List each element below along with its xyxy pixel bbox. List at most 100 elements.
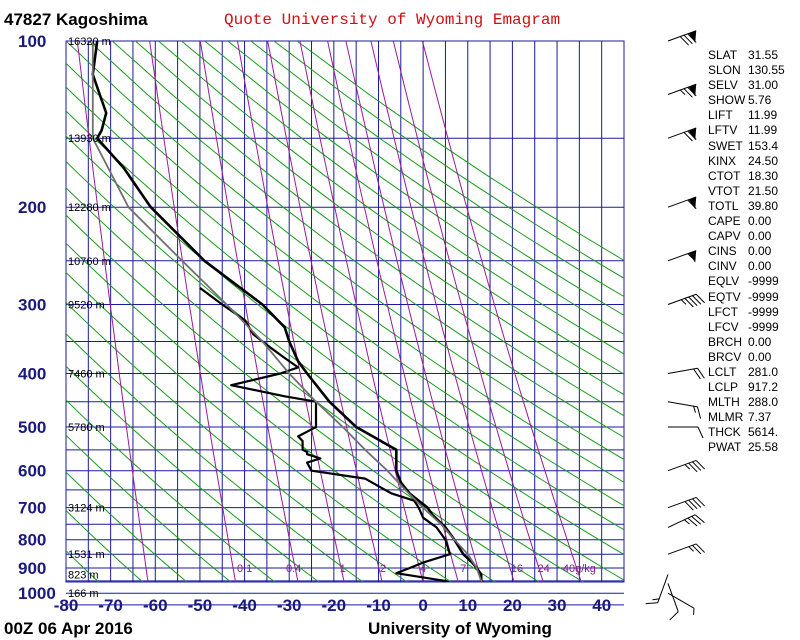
index-value: 25.58 — [748, 440, 779, 455]
height-label: 3124 m — [68, 503, 105, 515]
dry-adiabat — [66, 242, 496, 582]
dry-adiabat — [66, 41, 624, 461]
index-value: 0.00 — [748, 334, 772, 349]
chart-title: Quote University of Wyoming Emagram — [224, 11, 560, 29]
dry-adiabat — [227, 41, 624, 316]
temperature-tick-label: 20 — [503, 596, 522, 615]
index-row: LCLP 917.2 — [708, 380, 785, 395]
index-value: 11.99 — [748, 123, 778, 138]
dry-adiabat — [66, 333, 364, 582]
mixing-ratio-line — [392, 41, 544, 582]
pressure-tick-label: 200 — [18, 198, 46, 217]
index-value: 0.00 — [748, 259, 772, 274]
dry-adiabat — [66, 62, 624, 483]
wind-barb — [668, 426, 704, 439]
mixing-ratio-label: 1 — [340, 563, 346, 575]
mixing-ratio-label: 0.1 — [237, 563, 252, 575]
dry-adiabat — [134, 41, 624, 396]
mixing-ratio-line — [237, 41, 345, 582]
index-key: LIFT — [708, 108, 733, 123]
mixing-ratio-lines — [76, 41, 582, 582]
index-value: 917.2 — [748, 380, 779, 395]
index-value: 5614. — [748, 425, 779, 440]
dry-adiabat — [204, 41, 624, 335]
index-value: -9999 — [748, 304, 779, 319]
index-key: CINV — [708, 259, 737, 274]
pressure-tick-label: 1000 — [18, 584, 56, 603]
index-value: 0.00 — [748, 349, 772, 364]
height-label: 5780 m — [68, 422, 105, 434]
pressure-tick-label: 800 — [18, 531, 46, 550]
height-label: 16320 m — [68, 36, 111, 48]
index-value: 0.00 — [748, 229, 772, 244]
height-label: 1531 m — [68, 549, 105, 561]
index-key: CAPV — [708, 229, 741, 244]
index-row: VTOT 21.50 — [708, 184, 785, 199]
index-value: 153.4 — [748, 138, 779, 153]
dry-adiabat — [66, 110, 624, 531]
height-label: 166 m — [68, 588, 99, 600]
index-row: PWAT 25.58 — [708, 440, 785, 455]
wind-barb — [667, 459, 706, 473]
mixing-ratio-line — [299, 41, 424, 582]
index-row: LFCT -9999 — [708, 305, 785, 320]
wind-barb — [667, 401, 702, 419]
dry-adiabat — [88, 41, 624, 438]
dry-adiabat — [111, 41, 624, 417]
index-row: BRCV 0.00 — [708, 350, 785, 365]
index-row: SELV 31.00 — [708, 78, 785, 93]
index-value: 281.0 — [748, 364, 779, 379]
stability-indices: SLAT 31.55 SLON 130.55 SELV 31.00 SHOW 5.76 LIFT… — [708, 48, 785, 456]
index-key: PWAT — [708, 440, 742, 455]
temperature-tick-label: 10 — [458, 596, 477, 615]
index-value: 21.50 — [748, 183, 779, 198]
index-key: LFCT — [708, 304, 738, 319]
index-row: CINV 0.00 — [708, 259, 785, 274]
index-key: LFTV — [708, 123, 738, 138]
index-key: VTOT — [708, 183, 740, 198]
index-key: CAPE — [708, 214, 741, 229]
temperature-tick-label: -70 — [98, 596, 123, 615]
pressure-tick-label: 100 — [18, 32, 46, 51]
index-value: 288.0 — [748, 395, 779, 410]
index-key: TOTL — [708, 198, 739, 213]
index-value: 31.00 — [748, 78, 779, 93]
height-label: 13930 m — [68, 133, 111, 145]
index-value: -9999 — [748, 319, 779, 334]
temperature-tick-label: -20 — [322, 596, 347, 615]
index-key: SWET — [708, 138, 743, 153]
wind-barb — [667, 592, 695, 615]
index-key: SLAT — [708, 48, 738, 62]
mixing-ratio-line — [76, 41, 149, 582]
index-key: SHOW — [708, 93, 746, 108]
grid — [65, 40, 625, 606]
wind-barb — [667, 83, 697, 98]
index-row: CINS 0.00 — [708, 244, 785, 259]
index-value: 11.99 — [748, 108, 778, 123]
pressure-tick-label: 900 — [18, 559, 46, 578]
index-row: LFTV 11.99 — [708, 123, 785, 138]
mixing-ratio-label: 24 — [537, 563, 549, 575]
wind-barb — [667, 583, 679, 621]
index-key: EQLV — [708, 274, 740, 289]
index-row: MLMR 7.37 — [708, 410, 785, 425]
dry-adiabat — [181, 41, 624, 355]
index-value: -9999 — [748, 274, 779, 289]
dry-adiabat — [66, 399, 276, 582]
temperature-tick-label: -60 — [143, 596, 168, 615]
dry-adiabat — [66, 214, 540, 582]
index-key: KINX — [708, 153, 737, 168]
wind-barb — [667, 250, 697, 263]
index-row: SWET 153.4 — [708, 139, 785, 154]
index-key: THCK — [708, 425, 741, 440]
temperature-tick-label: -30 — [277, 596, 302, 615]
dry-adiabat — [66, 301, 408, 582]
pressure-tick-label: 600 — [18, 462, 46, 481]
index-row: BRCH 0.00 — [708, 335, 785, 350]
index-row: LIFT 11.99 — [708, 108, 785, 123]
index-value: 7.37 — [748, 410, 772, 425]
index-value: 31.55 — [748, 48, 779, 62]
index-key: CTOT — [708, 168, 741, 183]
